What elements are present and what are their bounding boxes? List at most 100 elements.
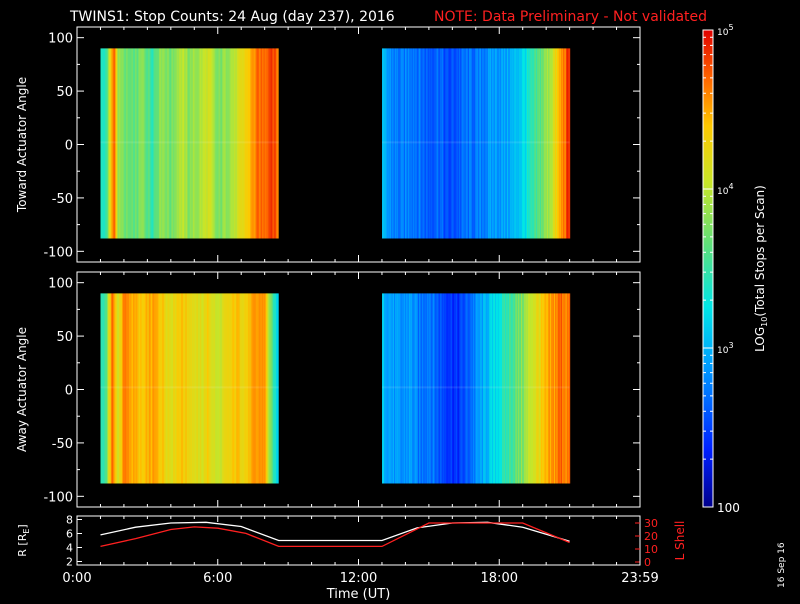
count-column — [391, 48, 393, 239]
count-column — [110, 48, 112, 239]
count-column — [529, 48, 531, 239]
count-column — [274, 48, 276, 239]
count-column — [234, 293, 236, 484]
count-column — [563, 293, 565, 484]
count-column — [554, 293, 556, 484]
count-column — [483, 48, 485, 239]
count-column — [411, 293, 413, 484]
count-column — [167, 48, 169, 239]
count-column — [169, 293, 171, 484]
count-column — [489, 293, 491, 484]
count-column — [557, 48, 559, 239]
count-column — [504, 293, 506, 484]
count-column — [261, 293, 263, 484]
count-column — [160, 48, 162, 239]
count-column — [453, 48, 455, 239]
count-column — [422, 293, 424, 484]
count-column — [527, 293, 529, 484]
count-column — [541, 48, 543, 239]
count-column — [484, 293, 486, 484]
count-column — [179, 293, 181, 484]
count-column — [491, 48, 493, 239]
count-column — [443, 48, 445, 239]
count-column — [444, 293, 446, 484]
count-column — [441, 48, 443, 239]
count-column — [457, 48, 459, 239]
count-column — [195, 48, 197, 239]
count-column — [211, 293, 213, 484]
data-block-2 — [381, 293, 571, 484]
count-column — [547, 293, 549, 484]
count-column — [195, 293, 197, 484]
count-column — [273, 293, 275, 484]
count-column — [209, 48, 211, 239]
count-column — [560, 293, 562, 484]
count-column — [417, 48, 419, 239]
count-column — [115, 48, 117, 239]
y-tick-label: 2 — [66, 556, 73, 569]
count-column — [532, 48, 534, 239]
count-column — [401, 48, 403, 239]
count-column — [516, 293, 518, 484]
count-column — [254, 48, 256, 239]
count-column — [382, 48, 384, 239]
figure-title: TWINS1: Stop Counts: 24 Aug (day 237), 2… — [69, 9, 395, 25]
count-column — [137, 293, 139, 484]
count-column — [516, 48, 518, 239]
count-column — [507, 293, 509, 484]
count-column — [407, 293, 409, 484]
count-column — [438, 293, 440, 484]
count-column — [141, 48, 143, 239]
count-column — [248, 48, 250, 239]
count-column — [517, 293, 519, 484]
count-column — [536, 293, 538, 484]
count-column — [216, 48, 218, 239]
x-axis-label: Time (UT) — [326, 587, 391, 600]
count-column — [567, 293, 569, 484]
count-column — [132, 293, 134, 484]
count-column — [155, 293, 157, 484]
count-column — [201, 293, 203, 484]
count-column — [445, 293, 447, 484]
count-column — [270, 48, 272, 239]
y-tick-label: 6 — [66, 528, 73, 541]
count-column — [205, 293, 207, 484]
count-column — [385, 48, 387, 239]
y-axis-label: R [RE] — [16, 524, 31, 556]
count-column — [551, 48, 553, 239]
count-column — [563, 48, 565, 239]
count-column — [460, 48, 462, 239]
count-column — [452, 48, 454, 239]
count-column — [569, 293, 571, 484]
count-column — [542, 293, 544, 484]
count-column — [470, 293, 472, 484]
x-tick-label: 18:00 — [481, 571, 518, 586]
count-column — [117, 48, 119, 239]
count-column — [455, 293, 457, 484]
count-column — [418, 293, 420, 484]
count-column — [417, 293, 419, 484]
count-column — [199, 293, 201, 484]
count-column — [234, 48, 236, 239]
count-column — [201, 48, 203, 239]
count-column — [477, 48, 479, 239]
count-column — [198, 293, 200, 484]
count-column — [232, 48, 234, 239]
count-column — [526, 48, 528, 239]
count-column — [172, 48, 174, 239]
count-column — [245, 293, 247, 484]
count-column — [170, 48, 172, 239]
count-column — [404, 48, 406, 239]
count-column — [106, 48, 108, 239]
count-column — [217, 48, 219, 239]
count-column — [206, 293, 208, 484]
count-column — [459, 293, 461, 484]
count-column — [208, 293, 210, 484]
count-column — [416, 293, 418, 484]
count-column — [561, 293, 563, 484]
count-column — [514, 48, 516, 239]
count-column — [235, 48, 237, 239]
count-column — [218, 48, 220, 239]
count-column — [481, 48, 483, 239]
